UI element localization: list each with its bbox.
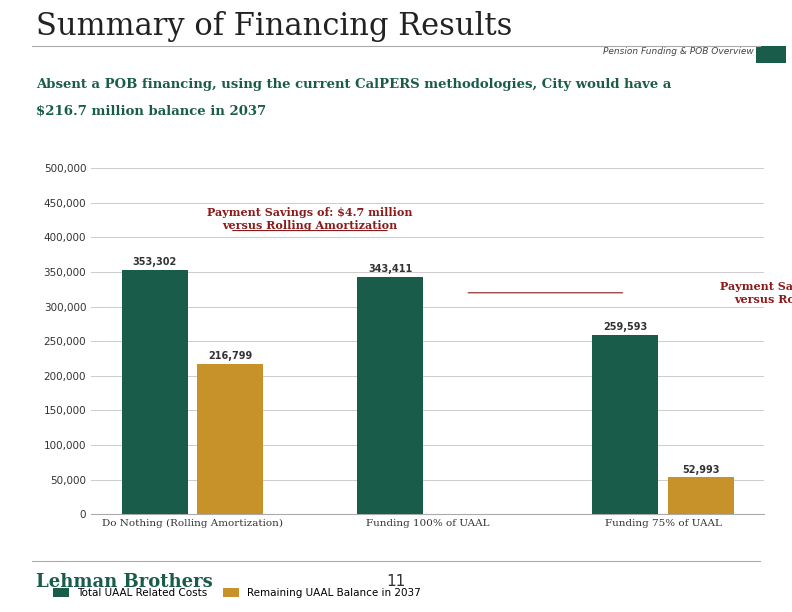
Text: $216.7 million balance in 2037: $216.7 million balance in 2037 [36, 104, 266, 117]
Text: 259,593: 259,593 [604, 322, 648, 332]
Text: Pension Funding & POB Overview: Pension Funding & POB Overview [604, 47, 754, 56]
Text: Payment Savings of: $4.7 million
versus Rolling Amortization: Payment Savings of: $4.7 million versus … [208, 207, 413, 231]
Text: Lehman Brothers: Lehman Brothers [36, 573, 212, 591]
Text: 353,302: 353,302 [132, 257, 177, 267]
Bar [668, 477, 733, 514]
Text: 216,799: 216,799 [208, 351, 252, 361]
Bar [592, 335, 658, 514]
Text: 11: 11 [386, 574, 406, 589]
Text: Summary of Financing Results: Summary of Financing Results [36, 11, 512, 42]
Text: Comparison of Financing Results in 2037: Comparison of Financing Results in 2037 [236, 141, 560, 155]
Text: 52,993: 52,993 [682, 465, 719, 475]
Text: Absent a POB financing, using the current CalPERS methodologies, City would have: Absent a POB financing, using the curren… [36, 78, 671, 91]
Text: Payment Savings of: $3.5 million
versus Rolling Amortization: Payment Savings of: $3.5 million versus … [720, 281, 792, 305]
Text: 343,411: 343,411 [368, 264, 412, 274]
Bar [357, 277, 423, 514]
FancyBboxPatch shape [756, 45, 786, 63]
Bar [197, 364, 263, 514]
Legend: Total UAAL Related Costs, Remaining UAAL Balance in 2037: Total UAAL Related Costs, Remaining UAAL… [49, 584, 425, 602]
Bar [122, 270, 188, 514]
